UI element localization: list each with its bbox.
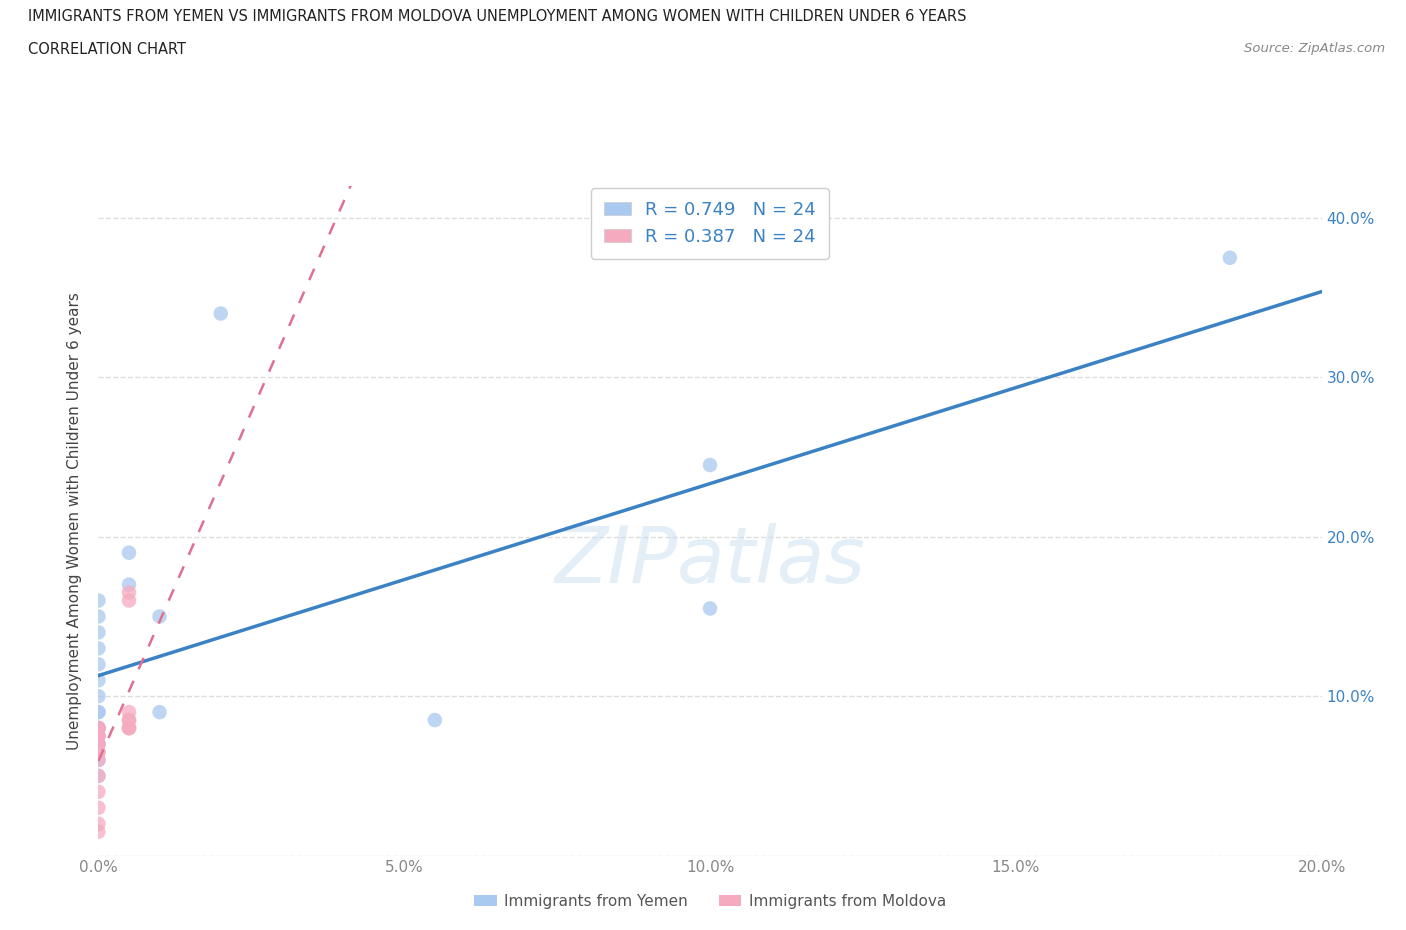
Point xyxy=(87,768,110,783)
Point xyxy=(87,625,110,640)
Point xyxy=(87,737,110,751)
Legend: Immigrants from Yemen, Immigrants from Moldova: Immigrants from Yemen, Immigrants from M… xyxy=(468,888,952,915)
Point xyxy=(118,578,141,592)
Point xyxy=(87,737,110,751)
Point xyxy=(87,641,110,656)
Point xyxy=(149,705,172,720)
Point xyxy=(87,721,110,736)
Text: Source: ZipAtlas.com: Source: ZipAtlas.com xyxy=(1244,42,1385,55)
Point xyxy=(118,721,141,736)
Point xyxy=(1219,250,1241,265)
Point xyxy=(87,672,110,687)
Point xyxy=(87,728,110,743)
Text: CORRELATION CHART: CORRELATION CHART xyxy=(28,42,186,57)
Point xyxy=(118,545,141,560)
Point xyxy=(87,721,110,736)
Point xyxy=(87,705,110,720)
Text: IMMIGRANTS FROM YEMEN VS IMMIGRANTS FROM MOLDOVA UNEMPLOYMENT AMONG WOMEN WITH C: IMMIGRANTS FROM YEMEN VS IMMIGRANTS FROM… xyxy=(28,9,966,24)
Point xyxy=(87,593,110,608)
Point xyxy=(87,745,110,760)
Point xyxy=(87,689,110,704)
Point xyxy=(87,737,110,751)
Point xyxy=(118,593,141,608)
Point xyxy=(209,306,232,321)
Point xyxy=(118,585,141,600)
Point xyxy=(118,721,141,736)
Point xyxy=(87,817,110,831)
Point xyxy=(87,721,110,736)
Point xyxy=(87,752,110,767)
Point xyxy=(118,721,141,736)
Point xyxy=(423,712,446,727)
Point xyxy=(87,705,110,720)
Point xyxy=(87,609,110,624)
Point xyxy=(118,705,141,720)
Point xyxy=(87,824,110,839)
Point xyxy=(87,801,110,816)
Point xyxy=(87,657,110,671)
Point xyxy=(87,745,110,760)
Point xyxy=(87,721,110,736)
Point xyxy=(87,728,110,743)
Point xyxy=(118,712,141,727)
Point xyxy=(87,768,110,783)
Point xyxy=(149,609,172,624)
Text: ZIPatlas: ZIPatlas xyxy=(554,523,866,599)
Y-axis label: Unemployment Among Women with Children Under 6 years: Unemployment Among Women with Children U… xyxy=(67,292,83,750)
Point xyxy=(118,712,141,727)
Point xyxy=(87,784,110,799)
Point xyxy=(699,458,721,472)
Point xyxy=(87,752,110,767)
Point xyxy=(87,728,110,743)
Point xyxy=(87,721,110,736)
Point xyxy=(87,737,110,751)
Point xyxy=(699,601,721,616)
